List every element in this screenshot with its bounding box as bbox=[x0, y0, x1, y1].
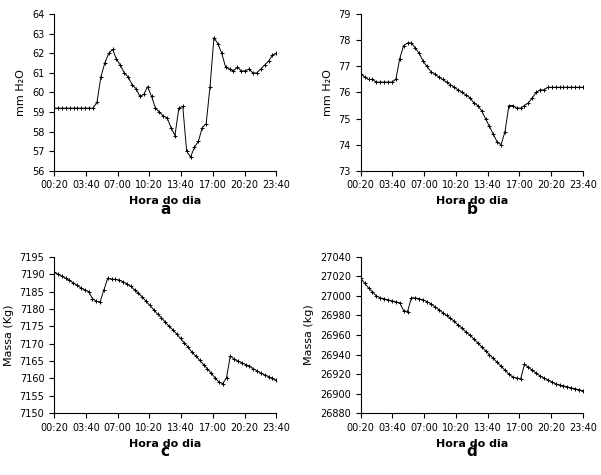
Text: b: b bbox=[466, 201, 477, 217]
Text: a: a bbox=[160, 201, 171, 217]
X-axis label: Hora do dia: Hora do dia bbox=[129, 438, 201, 448]
Y-axis label: Massa (Kg): Massa (Kg) bbox=[4, 304, 14, 366]
Y-axis label: mm H₂O: mm H₂O bbox=[16, 69, 26, 116]
X-axis label: Hora do dia: Hora do dia bbox=[436, 196, 508, 206]
X-axis label: Hora do dia: Hora do dia bbox=[129, 196, 201, 206]
Text: c: c bbox=[160, 444, 169, 459]
Text: d: d bbox=[466, 444, 477, 459]
X-axis label: Hora do dia: Hora do dia bbox=[436, 438, 508, 448]
Y-axis label: Massa (kg): Massa (kg) bbox=[305, 304, 314, 365]
Y-axis label: mm H₂O: mm H₂O bbox=[323, 69, 333, 116]
